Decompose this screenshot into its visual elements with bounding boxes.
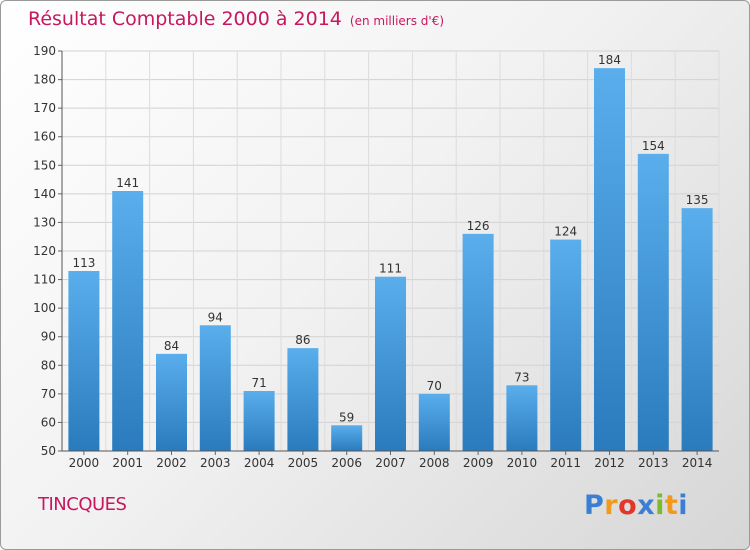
logo-letter: r — [604, 490, 619, 521]
bar-2011 — [550, 239, 582, 451]
bar-value-label: 141 — [116, 176, 139, 190]
y-tick-label: 140 — [33, 187, 56, 201]
proxiti-logo: Proxiti — [584, 490, 688, 521]
y-tick-label: 100 — [33, 301, 56, 315]
bar-2013 — [637, 153, 669, 451]
bar-value-label: 73 — [514, 370, 529, 384]
y-tick-label: 170 — [33, 101, 56, 115]
x-tick-label: 2010 — [507, 456, 538, 470]
x-tick-label: 2002 — [156, 456, 187, 470]
x-tick-label: 2000 — [69, 456, 100, 470]
logo-letter: i — [678, 490, 689, 521]
x-tick-label: 2003 — [200, 456, 231, 470]
bar-2004 — [243, 391, 275, 451]
x-tick-label: 2009 — [463, 456, 494, 470]
bar-value-label: 154 — [642, 139, 665, 153]
logo-letter: i — [655, 490, 665, 521]
bar-2001 — [112, 191, 144, 451]
bar-value-label: 126 — [467, 219, 490, 233]
bar-2007 — [375, 276, 406, 451]
bars: 113 141 84 94 71 86 59 111 70 126 73 124 184 154 135 — [68, 53, 713, 452]
bar-value-label: 70 — [427, 379, 442, 393]
logo-letter: P — [584, 490, 605, 521]
x-tick-label: 2005 — [288, 456, 319, 470]
x-tick-label: 2004 — [244, 456, 275, 470]
bar-value-label: 184 — [598, 53, 621, 67]
y-tick-label: 110 — [33, 273, 56, 287]
y-tick-label: 80 — [41, 358, 56, 372]
bar-value-label: 84 — [164, 339, 179, 353]
bar-value-label: 135 — [686, 193, 709, 207]
logo-letter: t — [664, 490, 679, 521]
bar-value-label: 86 — [295, 333, 310, 347]
bar-value-label: 111 — [379, 262, 402, 276]
bar-2008 — [418, 393, 450, 451]
y-tick-label: 60 — [41, 415, 56, 429]
y-tick-label: 70 — [41, 387, 56, 401]
bar-2009 — [462, 233, 494, 451]
x-tick-label: 2007 — [375, 456, 406, 470]
bar-2014 — [681, 208, 713, 451]
logo-letter: x — [637, 490, 656, 521]
y-tick-label: 180 — [33, 73, 56, 87]
x-tick-label: 2006 — [331, 456, 362, 470]
chart-title-main: Résultat Comptable 2000 à 2014 — [28, 8, 342, 30]
x-tick-label: 2008 — [419, 456, 450, 470]
x-tick-label: 2014 — [682, 456, 713, 470]
chart-title-unit: (en milliers d'€) — [349, 14, 445, 28]
bar-value-label: 71 — [251, 376, 266, 390]
y-tick-label: 160 — [33, 130, 56, 144]
bar-2012 — [594, 68, 625, 452]
logo-letter: o — [618, 490, 638, 521]
bar-2000 — [68, 271, 100, 451]
y-tick-label: 50 — [41, 444, 56, 458]
bar-value-label: 94 — [208, 310, 223, 324]
bar-2002 — [156, 353, 187, 451]
x-tick-label: 2001 — [112, 456, 143, 470]
bar-value-label: 124 — [554, 225, 577, 239]
bar-value-label: 59 — [339, 410, 354, 424]
y-tick-label: 190 — [33, 44, 56, 58]
x-axis: 2000 2001 2002 2003 2004 2005 2006 2007 2008 2009… — [62, 450, 719, 470]
y-tick-label: 90 — [41, 330, 56, 344]
y-tick-label: 120 — [33, 244, 56, 258]
chart-title: Résultat Comptable 2000 à 2014 (en millie… — [28, 8, 444, 30]
y-tick-label: 130 — [33, 215, 56, 229]
x-tick-label: 2011 — [550, 456, 581, 470]
bar-2010 — [506, 385, 538, 451]
x-tick-label: 2013 — [638, 456, 669, 470]
x-tick-label: 2012 — [594, 456, 625, 470]
y-tick-label: 150 — [33, 158, 56, 172]
bar-value-label: 113 — [72, 256, 95, 270]
bar-2003 — [199, 325, 231, 451]
bar-2006 — [331, 425, 363, 451]
commune-name: TINCQUES — [38, 494, 127, 515]
y-axis: 50 60 70 80 90 100 110 120 130 140 150 160 170 180 190 — [33, 44, 63, 458]
bar-2005 — [287, 348, 319, 451]
